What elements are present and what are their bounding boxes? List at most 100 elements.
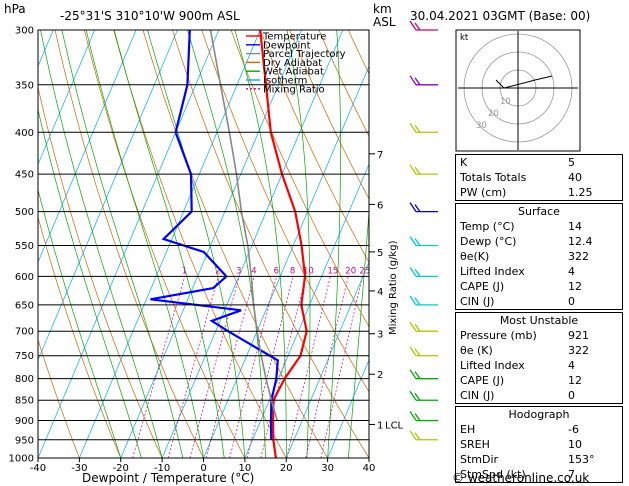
pressure-tick-label: 1000 (9, 454, 34, 465)
legend-label: Dry Adiabat (263, 58, 322, 69)
pressure-tick-label: 400 (15, 128, 34, 139)
wet-adiabat-line (113, 30, 225, 458)
mixing-ratio-line (167, 276, 219, 458)
legend-label: Mixing Ratio (263, 84, 325, 95)
surface-value: 322 (568, 250, 589, 263)
legend-label: Parcel Trajectory (263, 49, 346, 60)
wind-barb-flag (414, 22, 421, 31)
most-unstable-value: 322 (568, 344, 589, 357)
km-tick-label: 7 (377, 150, 383, 161)
mixing-ratio-label: 25 (359, 266, 370, 276)
mixing-ratio-label: 20 (345, 266, 356, 276)
wind-barb-flag (409, 321, 417, 332)
dry-adiabat-line (289, 30, 369, 200)
dry-adiabat-line (38, 85, 163, 458)
x-tick-label: -10 (154, 463, 170, 474)
wet-adiabat-line (347, 207, 369, 458)
mixing-ratio-label: 1 (182, 266, 187, 276)
wind-barb-flag (414, 432, 421, 441)
wind-barbs (409, 20, 438, 441)
most-unstable-label: Pressure (mb) (460, 329, 537, 342)
mixing-ratio-label: 8 (290, 266, 295, 276)
hodo-label: EH (460, 423, 476, 436)
index-label: K (460, 156, 468, 169)
isotherm-line (203, 65, 369, 458)
surface-label: Dewp (°C) (460, 235, 517, 248)
axes: 3003504004505005506006507007508008509009… (9, 26, 404, 475)
indices-box: K 5 Totals Totals 40 PW (cm) 1.25 (455, 154, 623, 201)
isotherm-line (38, 30, 220, 458)
hodograph-title: Hodograph (508, 408, 570, 421)
legend-label: Temperature (262, 32, 326, 43)
surface-value: 12 (568, 280, 582, 293)
pressure-tick-label: 600 (15, 272, 34, 283)
wind-barb-flag (414, 297, 421, 306)
hodograph-trace (495, 75, 553, 89)
isotherm-line (38, 30, 178, 361)
surface-row: CAPE (J) 12 (456, 279, 622, 294)
km-tick-label: 4 (377, 287, 383, 298)
index-value: 1.25 (568, 186, 593, 199)
stability-panel: K 5 Totals Totals 40 PW (cm) 1.25 Surface Tem… (455, 154, 623, 483)
dry-adiabat-line (113, 30, 287, 458)
most-unstable-row: CIN (J) 0 (456, 388, 622, 403)
mixing-ratio-label: 6 (274, 266, 279, 276)
most-unstable-row: CAPE (J) 12 (456, 373, 622, 388)
wind-barb-flag (414, 371, 421, 380)
index-row: Totals Totals 40 (456, 170, 622, 185)
series-dewpoint (150, 30, 279, 440)
mixing-ratio-line (132, 276, 186, 458)
hodograph-unit: kt (460, 33, 469, 43)
surface-value: 12.4 (568, 235, 593, 248)
pressure-tick-label: 500 (15, 207, 34, 218)
hodo-row: EH -6 (456, 422, 622, 437)
hodo-value: -6 (568, 423, 579, 436)
wet-adiabat-line (187, 30, 266, 458)
most-unstable-label: Lifted Index (460, 359, 525, 372)
pressure-tick-label: 550 (15, 241, 34, 252)
most-unstable-row: Lifted Index 4 (456, 358, 622, 373)
surface-title: Surface (518, 205, 560, 218)
hodo-label: StmDir (460, 453, 499, 466)
mixing-ratio-label: 3 (236, 266, 241, 276)
isotherm-line (0, 30, 12, 458)
mixing-ratio-line (189, 276, 240, 458)
index-value: 40 (568, 171, 582, 184)
dry-adiabat-line (259, 30, 369, 264)
most-unstable-label: CIN (J) (460, 389, 495, 402)
isotherm-line (38, 30, 96, 166)
surface-row: CIN (J) 0 (456, 294, 622, 309)
index-label: PW (cm) (460, 186, 507, 199)
wind-barb-flag (409, 20, 417, 31)
pressure-tick-label: 450 (15, 170, 34, 181)
hodo-label: StmSpd (kt) (460, 468, 526, 481)
surface-row: Lifted Index 4 (456, 264, 622, 279)
datetime: 30.04.2021 03GMT (Base: 00) (410, 9, 590, 23)
x-tick-label: 20 (280, 463, 293, 474)
surface-value: 0 (568, 295, 575, 308)
hodo-value: 10 (568, 438, 582, 451)
most-unstable-label: θe (K) (460, 344, 493, 357)
hodo-label: SREH (460, 438, 490, 451)
mixing-ratio-label: 10 (303, 266, 314, 276)
km-unit: km (373, 2, 392, 16)
km-tick-label: 1 (377, 420, 383, 431)
hodo-row: StmSpd (kt) 7 (456, 467, 622, 482)
most-unstable-row: Pressure (mb) 921 (456, 328, 622, 343)
wind-barb-flag (414, 77, 421, 86)
isotherm-line (161, 30, 344, 458)
credit[interactable]: © weatheronline.co.uk (452, 471, 590, 485)
wind-barb-flag (414, 124, 421, 133)
surface-row: Temp (°C) 14 (456, 219, 622, 234)
hodograph-ring-label: 20 (488, 109, 499, 119)
hodo-value: 153° (568, 453, 595, 466)
km-tick-label: 6 (377, 200, 383, 211)
wind-barb-flag (409, 122, 417, 133)
wind-barb-flag (414, 269, 421, 277)
isotherm-line (79, 30, 261, 458)
wind-barb-flag (414, 238, 421, 246)
index-value: 5 (568, 156, 575, 169)
